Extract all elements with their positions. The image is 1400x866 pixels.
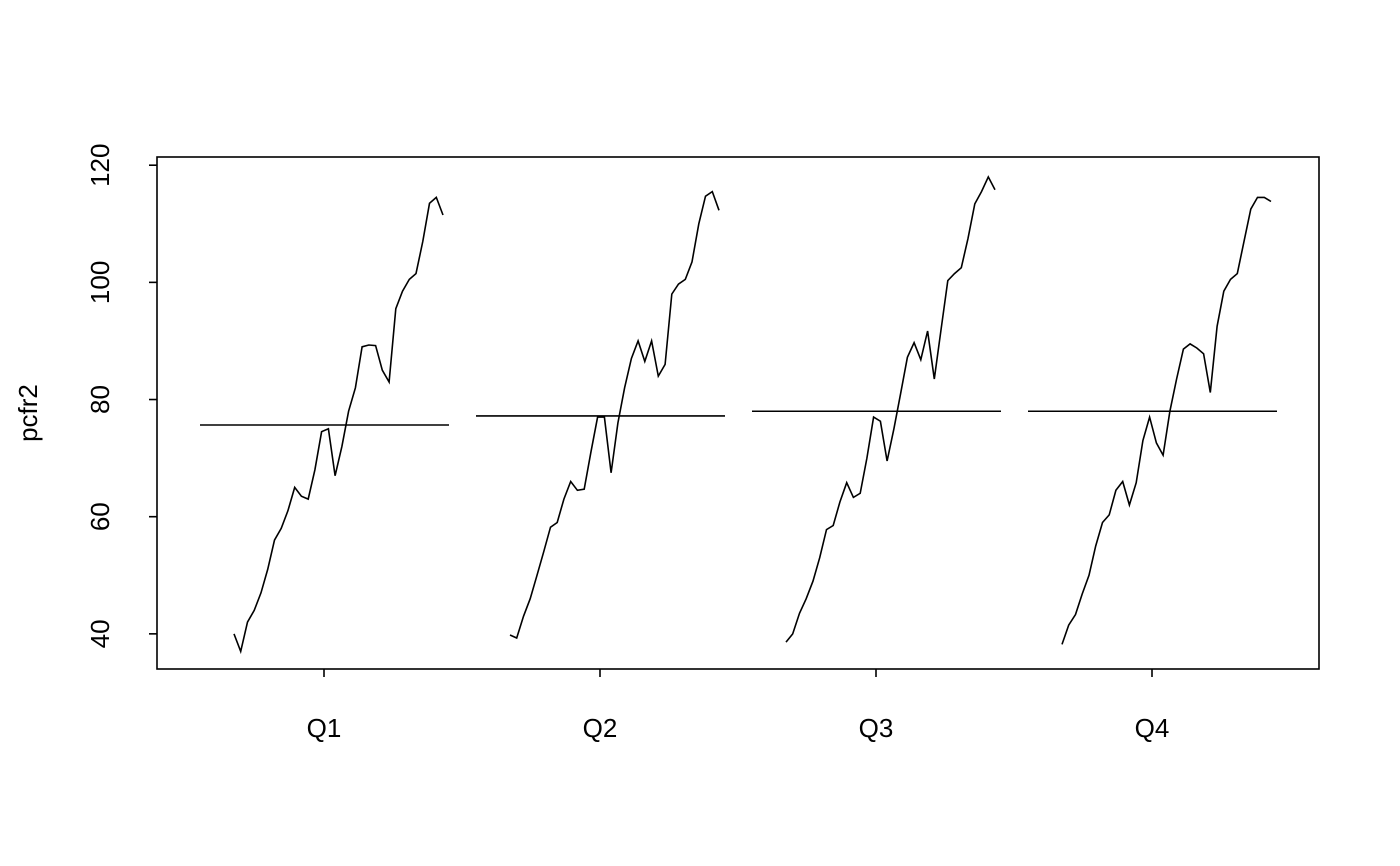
y-tick-label: 120 xyxy=(85,144,115,187)
y-tick-label: 40 xyxy=(85,619,115,648)
x-tick-label: Q4 xyxy=(1135,713,1170,743)
subseries-line xyxy=(233,196,444,655)
x-tick-label: Q2 xyxy=(583,713,618,743)
x-tick-label: Q1 xyxy=(307,713,342,743)
x-tick-label: Q3 xyxy=(859,713,894,743)
y-axis-label: pcfr2 xyxy=(13,384,43,442)
y-tick-label: 80 xyxy=(85,385,115,414)
plot-frame xyxy=(156,156,1320,670)
y-tick-label: 60 xyxy=(85,502,115,531)
subseries-line xyxy=(785,175,996,643)
subseries-line xyxy=(509,190,720,640)
y-tick-label: 100 xyxy=(85,261,115,304)
subseries-line xyxy=(1061,196,1272,645)
